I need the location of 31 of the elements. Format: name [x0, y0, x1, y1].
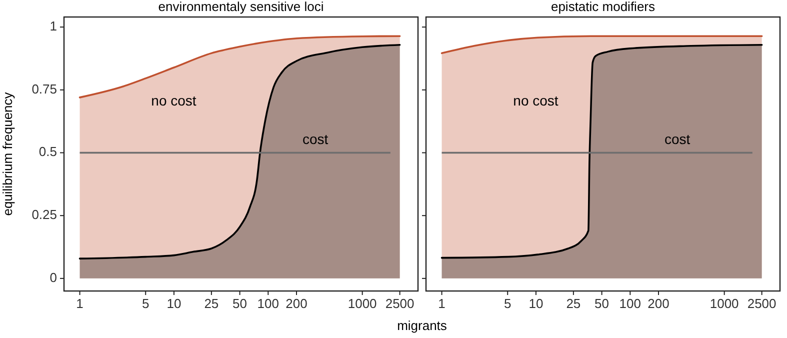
y-tick-label: 0.5 [38, 144, 57, 160]
x-tick-label: 2500 [747, 296, 776, 311]
chart-title: environmentaly sensitive loci [158, 0, 324, 14]
x-tick-label: 25 [566, 296, 581, 311]
series-label: no cost [513, 92, 558, 109]
y-tick-label: 0 [50, 270, 57, 285]
x-tick-label: 1 [438, 296, 446, 311]
x-tick-label: 50 [232, 296, 248, 311]
y-axis-title: equilibrium frequency [0, 92, 15, 216]
y-tick-label: 0.25 [32, 207, 57, 222]
series-label: cost [664, 131, 690, 148]
x-tick-label: 2500 [385, 296, 414, 311]
x-tick-label: 1 [76, 296, 84, 311]
x-tick-label: 100 [257, 296, 279, 311]
series-label: no cost [151, 92, 196, 109]
x-tick-label: 1000 [710, 296, 739, 311]
x-tick-label: 10 [166, 296, 182, 311]
x-tick-label: 100 [619, 296, 641, 311]
x-tick-label: 200 [286, 296, 308, 311]
x-tick-label: 200 [648, 296, 670, 311]
chart-title: epistatic modifiers [550, 0, 656, 14]
x-tick-label: 5 [504, 296, 512, 311]
y-tick-label: 1 [50, 18, 57, 34]
x-axis-title: migrants [397, 318, 448, 333]
x-tick-label: 50 [594, 296, 610, 311]
x-tick-label: 1000 [348, 296, 377, 311]
x-tick-label: 25 [204, 296, 219, 311]
y-tick-label: 0.75 [32, 81, 57, 96]
x-tick-label: 10 [528, 296, 544, 311]
series-label: cost [302, 131, 328, 148]
x-tick-label: 5 [142, 296, 150, 311]
